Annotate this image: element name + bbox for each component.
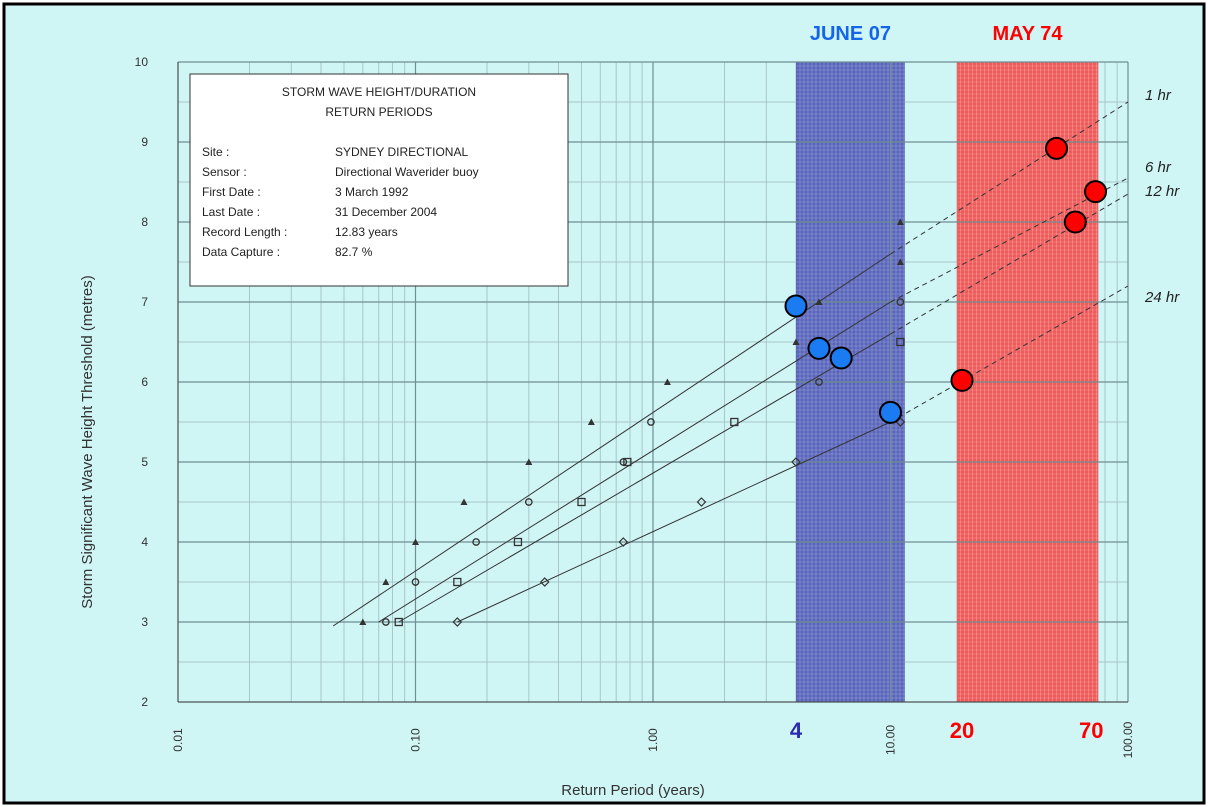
info-box-frame xyxy=(189,73,569,287)
event-point xyxy=(829,346,853,370)
info-row-value: 12.83 years xyxy=(335,225,398,239)
data-point-circle xyxy=(647,418,655,426)
event-point xyxy=(784,294,808,318)
annotations: 4 20 70 xyxy=(790,718,1104,743)
series-label: 24 hr xyxy=(1144,289,1180,306)
info-row-value: 31 December 2004 xyxy=(335,205,437,219)
extrapolation-line xyxy=(890,193,1129,335)
y-tick-label: 2 xyxy=(141,695,148,709)
y-tick-label: 10 xyxy=(135,55,149,69)
info-row-label: Sensor : xyxy=(202,165,247,179)
event-points xyxy=(784,136,1108,424)
y-tick-label: 9 xyxy=(141,135,148,149)
x-tick-label: 1.00 xyxy=(646,728,660,752)
data-point-triangle xyxy=(382,578,390,585)
x-tick-label: 10.00 xyxy=(884,725,898,755)
data-point-square xyxy=(896,337,905,347)
event-point xyxy=(1045,136,1069,160)
observed-points xyxy=(359,218,906,627)
data-point-diamond xyxy=(539,577,550,587)
data-point-square xyxy=(513,537,523,547)
info-box-title: RETURN PERIODS xyxy=(325,105,432,119)
fit-line xyxy=(398,333,891,623)
data-point-triangle xyxy=(460,498,468,505)
data-point-triangle xyxy=(525,458,533,465)
data-point-triangle xyxy=(412,538,419,545)
return-period-annotation: 70 xyxy=(1079,718,1103,743)
band-label: MAY 74 xyxy=(992,23,1063,45)
info-row-value: SYDNEY DIRECTIONAL xyxy=(335,145,468,159)
data-point-square xyxy=(730,417,739,427)
fit-line xyxy=(378,301,891,623)
x-tick-label: 0.10 xyxy=(409,728,423,752)
data-point-triangle xyxy=(792,338,800,345)
event-point xyxy=(950,368,974,392)
data-point-triangle xyxy=(815,298,823,305)
event-point xyxy=(1084,180,1108,204)
data-point-square xyxy=(577,497,586,507)
data-point-diamond xyxy=(452,617,463,627)
data-point-diamond xyxy=(791,457,801,467)
data-point-diamond xyxy=(618,537,629,547)
data-point-diamond xyxy=(696,497,707,507)
data-point-triangle xyxy=(587,418,595,425)
data-point-circle xyxy=(524,498,533,506)
data-point-circle xyxy=(815,378,823,386)
info-box-title: STORM WAVE HEIGHT/DURATION xyxy=(282,85,476,99)
y-tick-label: 6 xyxy=(141,375,148,389)
y-tick-label: 7 xyxy=(141,295,148,309)
info-row-label: First Date : xyxy=(202,185,261,199)
event-point xyxy=(879,400,902,424)
y-tick-label: 5 xyxy=(141,455,148,469)
x-axis-title: Return Period (years) xyxy=(561,782,704,799)
info-row-value: 3 March 1992 xyxy=(335,185,409,199)
series-label: 1 hr xyxy=(1145,87,1172,104)
data-point-triangle xyxy=(896,258,904,265)
y-axis-title: Storm Significant Wave Height Threshold … xyxy=(79,275,96,608)
y-tick-label: 4 xyxy=(141,535,148,549)
data-point-triangle xyxy=(663,378,671,385)
x-tick-label: 0.01 xyxy=(171,728,185,752)
series-label: 6 hr xyxy=(1145,159,1172,176)
info-box: STORM WAVE HEIGHT/DURATION RETURN PERIODS… xyxy=(189,73,569,287)
x-tick-label: 100.00 xyxy=(1121,721,1135,758)
data-point-circle xyxy=(381,618,390,626)
series-labels: 1 hr 6 hr 12 hr 24 hr xyxy=(1144,87,1180,306)
extrapolation-line xyxy=(890,285,1129,423)
y-tick-label: 8 xyxy=(141,215,148,229)
data-point-triangle xyxy=(896,218,904,225)
event-point xyxy=(807,336,831,360)
data-point-square xyxy=(453,577,462,587)
return-period-annotation: 20 xyxy=(950,718,974,743)
fit-line xyxy=(457,421,891,623)
info-row-value: Directional Waverider buoy xyxy=(335,165,479,179)
axes: 2 3 4 5 6 7 8 9 10 0.01 0.10 1.00 10.00 100.00 Return … xyxy=(79,55,1135,799)
band-label: JUNE 07 xyxy=(810,23,891,45)
info-row-label: Record Length : xyxy=(202,225,287,239)
data-point-circle xyxy=(472,538,480,546)
info-row-label: Last Date : xyxy=(202,205,260,219)
return-period-annotation: 4 xyxy=(790,718,803,743)
data-point-triangle xyxy=(359,618,367,625)
extrapolation-line xyxy=(890,101,1129,255)
data-point-square xyxy=(394,617,403,627)
data-point-square xyxy=(623,457,632,467)
info-row-label: Data Capture : xyxy=(202,245,280,259)
event-point xyxy=(1063,210,1087,234)
data-point-circle xyxy=(411,578,420,586)
info-row-value: 82.7 % xyxy=(335,245,373,259)
data-point-circle xyxy=(896,298,905,306)
series-label: 12 hr xyxy=(1145,183,1180,200)
y-tick-label: 3 xyxy=(141,615,148,629)
info-row-label: Site : xyxy=(202,145,229,159)
